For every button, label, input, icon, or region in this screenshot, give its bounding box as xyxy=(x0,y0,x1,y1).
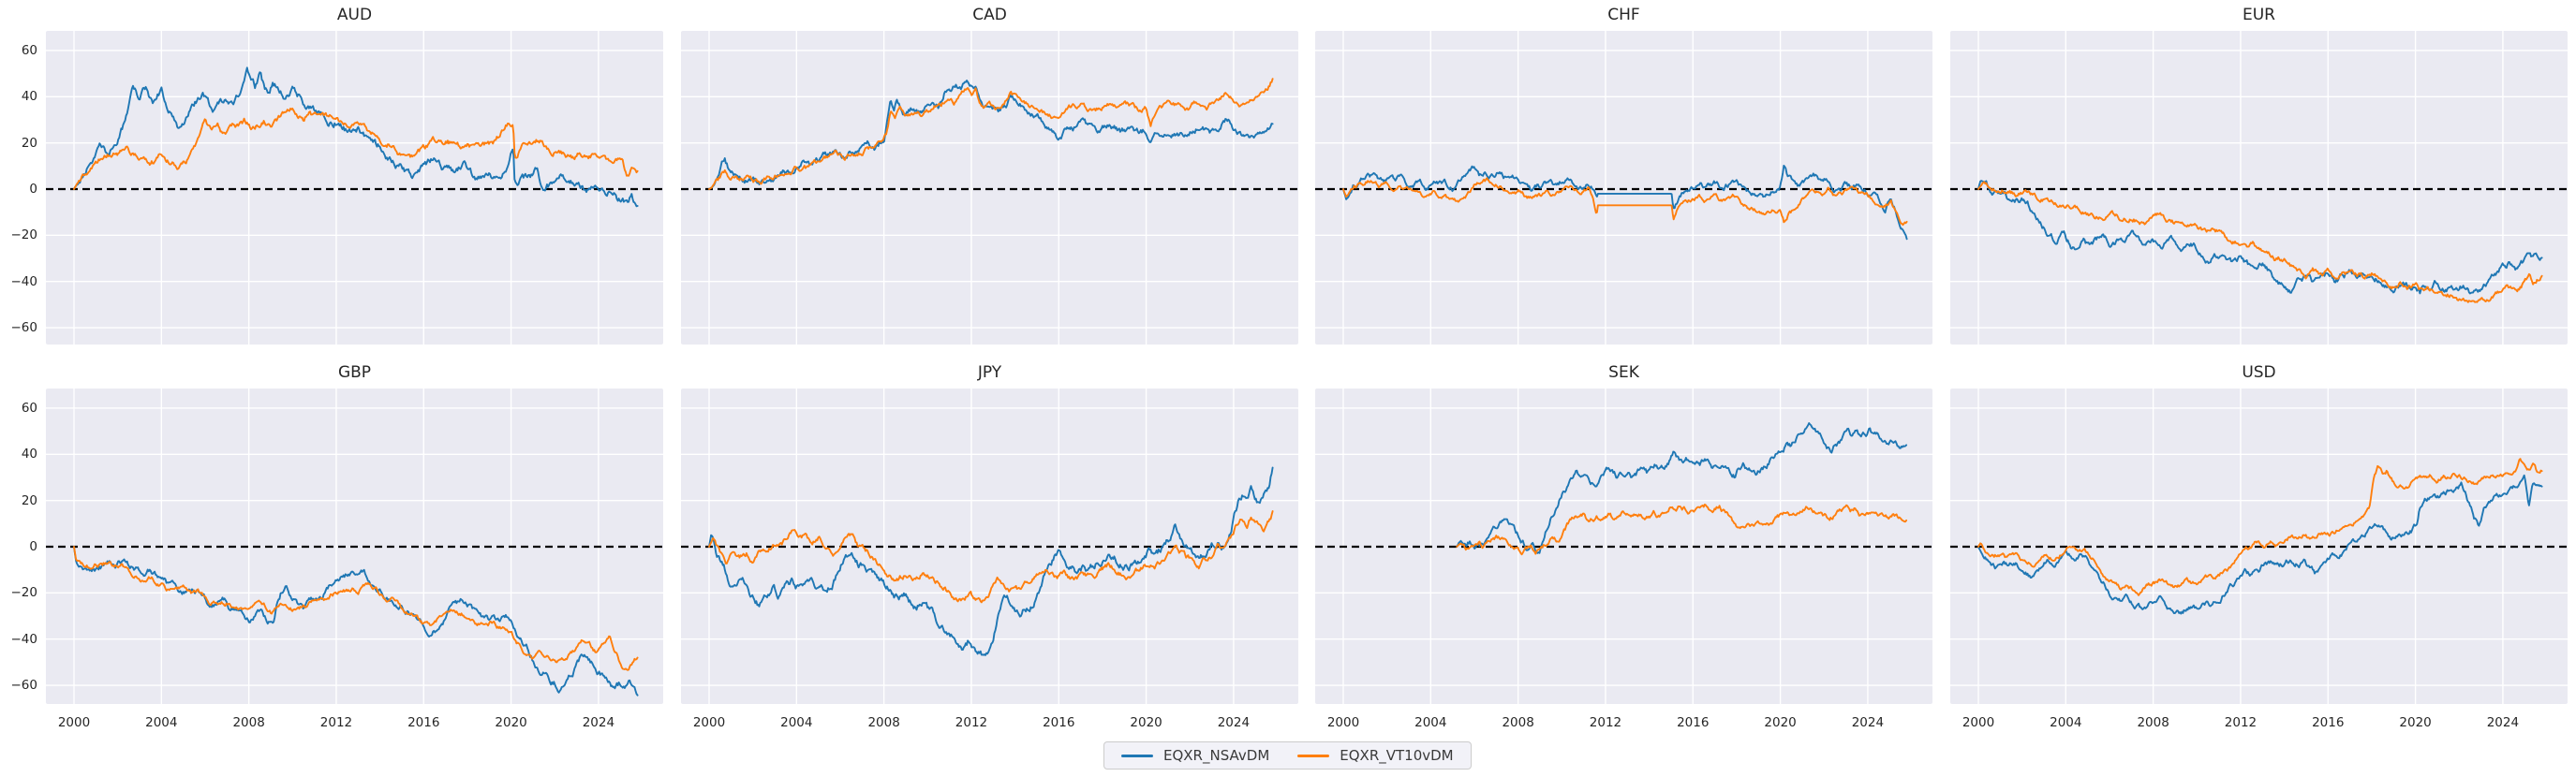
x-tick-label: 2004 xyxy=(145,715,178,730)
legend-label-nsa: EQXR_NSAvDM xyxy=(1163,747,1270,764)
series-line-EQXR_NSAvDM xyxy=(1977,180,2543,295)
x-tick-label: 2020 xyxy=(1764,715,1797,730)
x-tick-label: 2012 xyxy=(1589,715,1622,730)
x-tick-label: 2012 xyxy=(955,715,988,730)
chart-title-sek: SEK xyxy=(1608,363,1639,382)
series-line-EQXR_NSAvDM xyxy=(708,80,1274,190)
x-tick-label: 2008 xyxy=(232,715,265,730)
series-line-EQXR_NSAvDM xyxy=(1977,474,2543,615)
x-tick-label: 2016 xyxy=(407,715,440,730)
plot-area-gbp xyxy=(46,388,663,704)
y-tick-label: 0 xyxy=(29,539,37,554)
series-line-EQXR_NSAvDM xyxy=(708,466,1274,656)
y-tick-label: 20 xyxy=(21,135,37,151)
series-line-EQXR_NSAvDM xyxy=(73,66,639,208)
x-tick-label: 2024 xyxy=(582,715,615,730)
plot-area-eur xyxy=(1950,31,2568,345)
chart-canvas-jpy xyxy=(681,388,1298,704)
series-line-EQXR_VT10vDM xyxy=(73,546,639,671)
legend-label-vt10: EQXR_VT10vDM xyxy=(1340,747,1454,764)
chart-canvas-sek xyxy=(1315,388,1932,704)
y-tick-label: 40 xyxy=(21,89,37,105)
y-tick-label: −20 xyxy=(10,585,38,601)
legend-line-blue-icon xyxy=(1121,754,1153,757)
y-tick-label: 40 xyxy=(21,447,37,462)
chart-title-gbp: GBP xyxy=(337,363,372,382)
x-tick-label: 2004 xyxy=(2050,715,2082,730)
series-line-EQXR_VT10vDM xyxy=(708,510,1274,604)
y-tick-label: 60 xyxy=(21,400,37,416)
x-tick-label: 2008 xyxy=(867,715,900,730)
x-tick-label: 2016 xyxy=(1043,715,1075,730)
y-tick-label: 60 xyxy=(21,42,37,58)
x-tick-label: 2024 xyxy=(1217,715,1251,730)
x-tick-label: 2024 xyxy=(2486,715,2520,730)
legend-item-vt10: EQXR_VT10vDM xyxy=(1297,747,1454,764)
x-tick-label: 2000 xyxy=(57,715,91,730)
y-tick-label: −60 xyxy=(10,678,38,694)
x-tick-label: 2024 xyxy=(1851,715,1885,730)
chart-title-eur: EUR xyxy=(2243,6,2275,24)
legend-item-nsa: EQXR_NSAvDM xyxy=(1121,747,1269,764)
y-tick-label: −40 xyxy=(10,273,38,289)
chart-canvas-aud xyxy=(46,31,663,345)
plot-area-usd xyxy=(1950,388,2568,704)
series-line-EQXR_VT10vDM xyxy=(1977,181,2543,303)
x-tick-label: 2008 xyxy=(1502,715,1534,730)
x-tick-label: 2020 xyxy=(2399,715,2432,730)
x-tick-label: 2000 xyxy=(1962,715,1995,730)
chart-canvas-eur xyxy=(1950,31,2568,345)
x-tick-label: 2000 xyxy=(1326,715,1360,730)
x-tick-label: 2016 xyxy=(1677,715,1710,730)
series-line-EQXR_NSAvDM xyxy=(1456,422,1908,554)
x-tick-label: 2020 xyxy=(1130,715,1162,730)
series-line-EQXR_VT10vDM xyxy=(1977,458,2543,596)
chart-canvas-chf xyxy=(1315,31,1932,345)
y-tick-label: −60 xyxy=(10,320,38,336)
x-tick-label: 2016 xyxy=(2312,715,2345,730)
chart-canvas-usd xyxy=(1950,388,2568,704)
series-line-EQXR_NSAvDM xyxy=(73,546,639,696)
plot-area-cad xyxy=(681,31,1298,345)
plot-area-aud xyxy=(46,31,663,345)
chart-title-aud: AUD xyxy=(336,6,373,24)
x-tick-label: 2012 xyxy=(319,715,353,730)
y-tick-label: −40 xyxy=(10,631,38,647)
y-tick-label: 20 xyxy=(21,492,37,508)
chart-canvas-gbp xyxy=(46,388,663,704)
legend-line-orange-icon xyxy=(1297,754,1330,757)
y-tick-label: −20 xyxy=(10,227,38,243)
chart-title-usd: USD xyxy=(2242,363,2276,382)
chart-title-cad: CAD xyxy=(972,6,1007,24)
x-tick-label: 2004 xyxy=(780,715,813,730)
series-line-EQXR_NSAvDM xyxy=(1342,164,1908,241)
series-line-EQXR_VT10vDM xyxy=(73,107,639,190)
legend: EQXR_NSAvDM EQXR_VT10vDM xyxy=(1103,741,1472,770)
series-line-EQXR_VT10vDM xyxy=(1342,177,1908,227)
series-line-EQXR_VT10vDM xyxy=(708,78,1274,190)
chart-canvas-cad xyxy=(681,31,1298,345)
plot-area-chf xyxy=(1315,31,1932,345)
x-tick-label: 2020 xyxy=(495,715,527,730)
x-tick-label: 2012 xyxy=(2224,715,2258,730)
x-tick-label: 2008 xyxy=(2137,715,2169,730)
x-tick-label: 2000 xyxy=(692,715,726,730)
plot-area-jpy xyxy=(681,388,1298,704)
plot-area-sek xyxy=(1315,388,1932,704)
chart-title-jpy: JPY xyxy=(977,363,1002,382)
y-tick-label: 0 xyxy=(29,182,37,197)
chart-title-chf: CHF xyxy=(1607,6,1640,24)
series-line-EQXR_VT10vDM xyxy=(1456,504,1908,556)
x-tick-label: 2004 xyxy=(1414,715,1447,730)
